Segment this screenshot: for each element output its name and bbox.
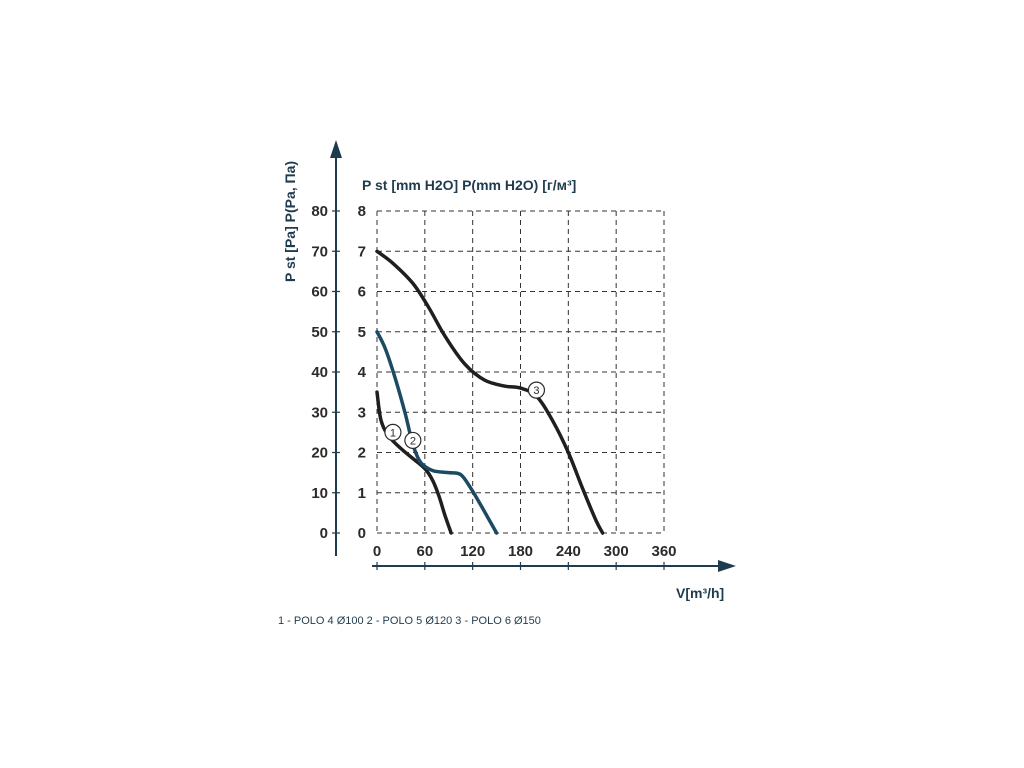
y-axis-mmh2o-ticks: 0 1 2 3 4 5 6 7 8 xyxy=(358,203,367,542)
y-tick-mmh2o-label: 3 xyxy=(358,404,366,421)
legend-text: 1 - POLO 4 Ø100 2 - POLO 5 Ø120 3 - POLO… xyxy=(278,615,541,627)
x-axis-ticks: 0 60 120 180 240 300 360 xyxy=(373,543,677,560)
y-tick-pa-label: 30 xyxy=(311,404,328,421)
y-tick-pa-label: 0 xyxy=(320,525,328,542)
axes xyxy=(330,140,736,572)
x-axis-title: V[m³/h] xyxy=(676,585,724,601)
x-tick-label: 180 xyxy=(508,543,533,560)
y-axis-pa-title: P st [Pa] P(Pa, Па) xyxy=(282,161,298,282)
y-tick-mmh2o-label: 0 xyxy=(358,525,366,542)
y-tick-pa-label: 80 xyxy=(311,203,328,220)
y-axis-arrow-icon xyxy=(330,140,342,158)
x-tick-label: 0 xyxy=(373,543,381,560)
x-tick-label: 120 xyxy=(460,543,485,560)
y-tick-pa-label: 40 xyxy=(311,364,328,381)
performance-curves xyxy=(375,249,605,535)
y-tick-pa-label: 50 xyxy=(311,324,328,341)
y-tick-pa-label: 20 xyxy=(311,445,328,462)
y-axis-mmh2o-title: P st [mm H2O] P(mm H2O) [г/м³] xyxy=(362,177,576,193)
y-tick-mmh2o-label: 5 xyxy=(358,324,366,341)
curve-marker-2-label: 2 xyxy=(410,435,416,447)
curve-2 xyxy=(375,330,499,535)
y-tick-pa-label: 60 xyxy=(311,284,328,301)
x-tick-label: 360 xyxy=(651,543,676,560)
x-tick-label: 300 xyxy=(604,543,629,560)
y-tick-mmh2o-label: 4 xyxy=(358,364,367,381)
curve-marker-1-circle xyxy=(384,423,402,441)
curve-marker-3-label: 3 xyxy=(533,385,539,397)
curve-1 xyxy=(375,390,453,535)
x-tick-label: 240 xyxy=(556,543,581,560)
y-tick-pa-label: 10 xyxy=(311,485,328,502)
chart-grid xyxy=(376,210,665,534)
y-tick-mmh2o-label: 7 xyxy=(358,243,366,260)
x-axis-tick-marks xyxy=(376,562,665,570)
curve-3 xyxy=(375,249,605,535)
y-tick-mmh2o-label: 6 xyxy=(358,284,366,301)
x-axis-arrow-icon xyxy=(718,560,736,572)
curve-markers: 1 2 3 xyxy=(384,381,546,450)
y-tick-mmh2o-label: 8 xyxy=(358,203,366,220)
y-tick-mmh2o-label: 2 xyxy=(358,445,366,462)
curve-marker-2-circle xyxy=(404,431,422,450)
y-axis-pa-ticks: 0 10 20 30 40 50 60 70 80 xyxy=(311,203,340,542)
curve-marker-3-circle xyxy=(527,381,546,399)
y-tick-pa-label: 70 xyxy=(311,243,328,260)
curve-marker-1-label: 1 xyxy=(390,427,396,439)
y-tick-mmh2o-label: 1 xyxy=(358,485,366,502)
x-tick-label: 60 xyxy=(416,543,433,560)
